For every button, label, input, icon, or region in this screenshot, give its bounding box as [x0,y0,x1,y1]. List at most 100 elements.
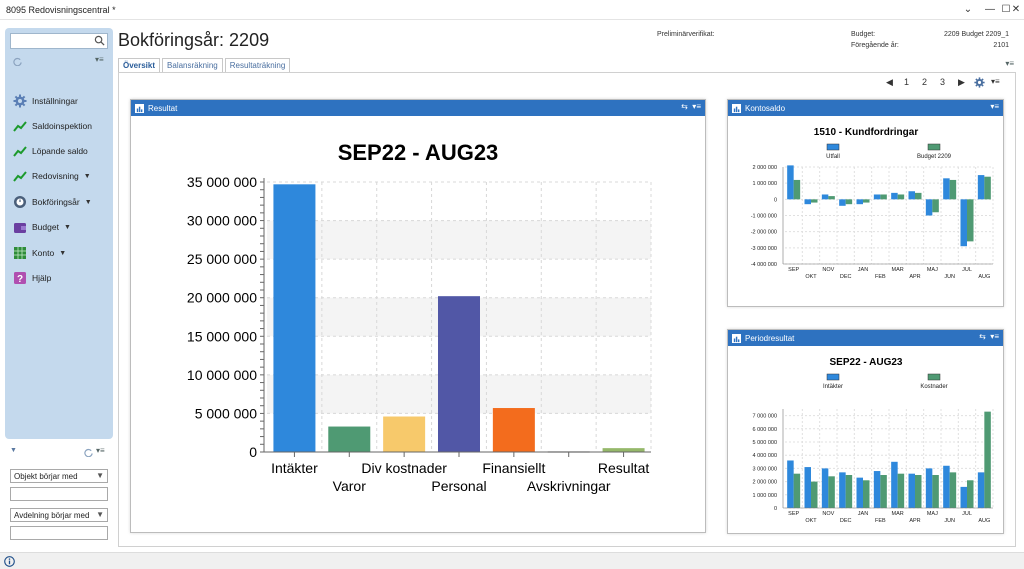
bar-int-kter-apr [908,473,915,508]
avdelning-input[interactable] [10,526,108,540]
objekt-select[interactable]: Objekt börjar med ▼ [10,469,108,483]
y-tick-label: 20 000 000 [187,290,257,306]
prev-page-icon[interactable]: ◀ [886,77,893,87]
kontosaldo-chart: 1510 - Kundfordringar Utfall Budget 2209 -4… [751,127,994,280]
window-title: 8095 Redovisningscentral * [6,5,116,15]
caret-down-icon: ▼ [63,223,71,231]
tab-balansrakning[interactable]: Balansräkning [162,58,223,72]
pin-menu-icon[interactable]: ▾≡ [991,77,1000,86]
y-tick-label: -3 000 000 [751,246,777,252]
panel-tools[interactable]: ▾≡ [990,102,999,111]
x-tick-label: MAJ [927,267,938,273]
legend-swatch [927,373,941,381]
panel-header: Kontosaldo ▾≡ [728,100,1003,116]
y-tick-label: 25 000 000 [187,251,257,267]
x-tick-label: OKT [805,274,817,280]
info-icon[interactable] [4,556,15,567]
x-tick-label: JUN [944,274,955,280]
chart-title: 1510 - Kundfordringar [814,127,919,138]
maximize-button[interactable]: ☐ [1001,4,1011,15]
sidebar-item-installningar[interactable]: Inställningar [13,91,78,111]
avdelning-select[interactable]: Avdelning börjar med ▼ [10,508,108,522]
x-tick-label: JAN [858,267,868,273]
panel-tools[interactable]: ⇆ ▾≡ [979,332,999,341]
objekt-input[interactable] [10,487,108,501]
bar-utfall-okt [804,199,811,205]
bar-int-kter-aug [977,472,985,508]
sidebar-item-lopande-saldo[interactable]: Löpande saldo [13,141,88,161]
sidebar-item-saldoinspektion[interactable]: Saldoinspektion [13,116,92,136]
bar-budget-2209-sep [793,179,801,200]
bar-kostnader-jul [967,480,974,508]
bar-budget-2209-maj [932,199,939,213]
bar-kostnader-sep [793,473,801,508]
sidebar-item-hjalp[interactable]: ? Hjälp [13,268,51,288]
page-3[interactable]: 3 [940,77,946,87]
sidebar-item-label: Hjälp [32,273,52,283]
legend-swatch [927,143,941,151]
x-tick-label: FEB [875,518,886,524]
sidebar-item-bokforingsar[interactable]: Bokföringsår ▼ [13,192,92,212]
legend-swatch [826,373,840,381]
collapse-icon[interactable]: ▼ [10,447,17,454]
bar-int-kter-dec [839,472,846,508]
y-tick-label: 1 000 000 [753,493,777,499]
x-tick-label: AUG [978,274,990,280]
window-titlebar: 8095 Redovisningscentral * ⌄ — ☐ ✕ [0,0,1024,20]
next-page-icon[interactable]: ▶ [958,77,965,87]
x-tick-label: JUL [962,511,972,517]
refresh-icon[interactable] [84,448,93,457]
chevron-down-icon: ▼ [96,510,104,519]
bar-budget-2209-jun [949,179,957,200]
sidebar-item-budget[interactable]: Budget ▼ [13,217,71,237]
bar-kostnader-maj [932,475,939,508]
x-tick-label: SEP [788,511,799,517]
sidebar-item-redovisning[interactable]: Redovisning ▼ [13,166,91,186]
sidebar-item-label: Budget [32,222,59,232]
x-tick-label: FEB [875,274,886,280]
y-tick-label: 35 000 000 [187,174,257,190]
sidebar-item-konto[interactable]: Konto ▼ [13,243,66,263]
trend-icon [13,121,27,132]
x-tick-label: DEC [840,274,852,280]
gear-icon[interactable] [974,77,985,88]
tab-resultatrakning[interactable]: Resultaträkning [224,58,291,72]
refresh-icon[interactable] [13,57,22,66]
bar-utfall-sep [787,165,794,200]
x-tick-label: OKT [805,518,817,524]
y-tick-label: 1 000 000 [753,181,777,187]
gear-icon [13,94,27,108]
page-title: Bokföringsår: 2209 [118,30,270,50]
y-tick-label: 5 000 000 [195,405,257,421]
minimize-button[interactable]: — [985,4,995,15]
chevron-down-icon[interactable]: ⌄ [963,4,973,15]
tab-oversikt[interactable]: Översikt [118,58,161,72]
panel-title: Kontosaldo [745,103,786,113]
panel-tools[interactable]: ⇆ ▾≡ [681,102,701,111]
bar-budget-2209-apr [915,192,922,200]
y-tick-label: 10 000 000 [187,367,257,383]
close-button[interactable]: ✕ [1011,4,1021,15]
x-tick-label: MAR [892,511,904,517]
search-input[interactable] [10,33,108,49]
bar-budget-2209-dec [845,199,853,205]
bar-personal [438,296,480,452]
page-2[interactable]: 2 [922,77,928,87]
bar-kostnader-feb [880,475,887,508]
bar-kostnader-apr [915,475,922,508]
pin-menu-icon[interactable]: ▾≡ [1005,59,1014,68]
chart-title: SEP22 - AUG23 [830,357,903,368]
panel-title: Resultat [148,103,178,113]
page-1[interactable]: 1 [904,77,910,87]
search-icon[interactable] [94,35,105,46]
bar-kostnader-mar [897,473,905,508]
bar-int-kter-jan [856,477,863,508]
sidebar-item-label: Saldoinspektion [32,121,93,131]
help-icon: ? [14,272,26,285]
calendar-icon [14,196,26,208]
y-tick-label: 5 000 000 [753,440,777,446]
pin-menu-icon[interactable]: ▾≡ [96,446,105,455]
status-bar [0,552,1024,569]
pin-menu-icon[interactable]: ▾≡ [95,55,104,64]
x-tick-label: JAN [858,511,868,517]
